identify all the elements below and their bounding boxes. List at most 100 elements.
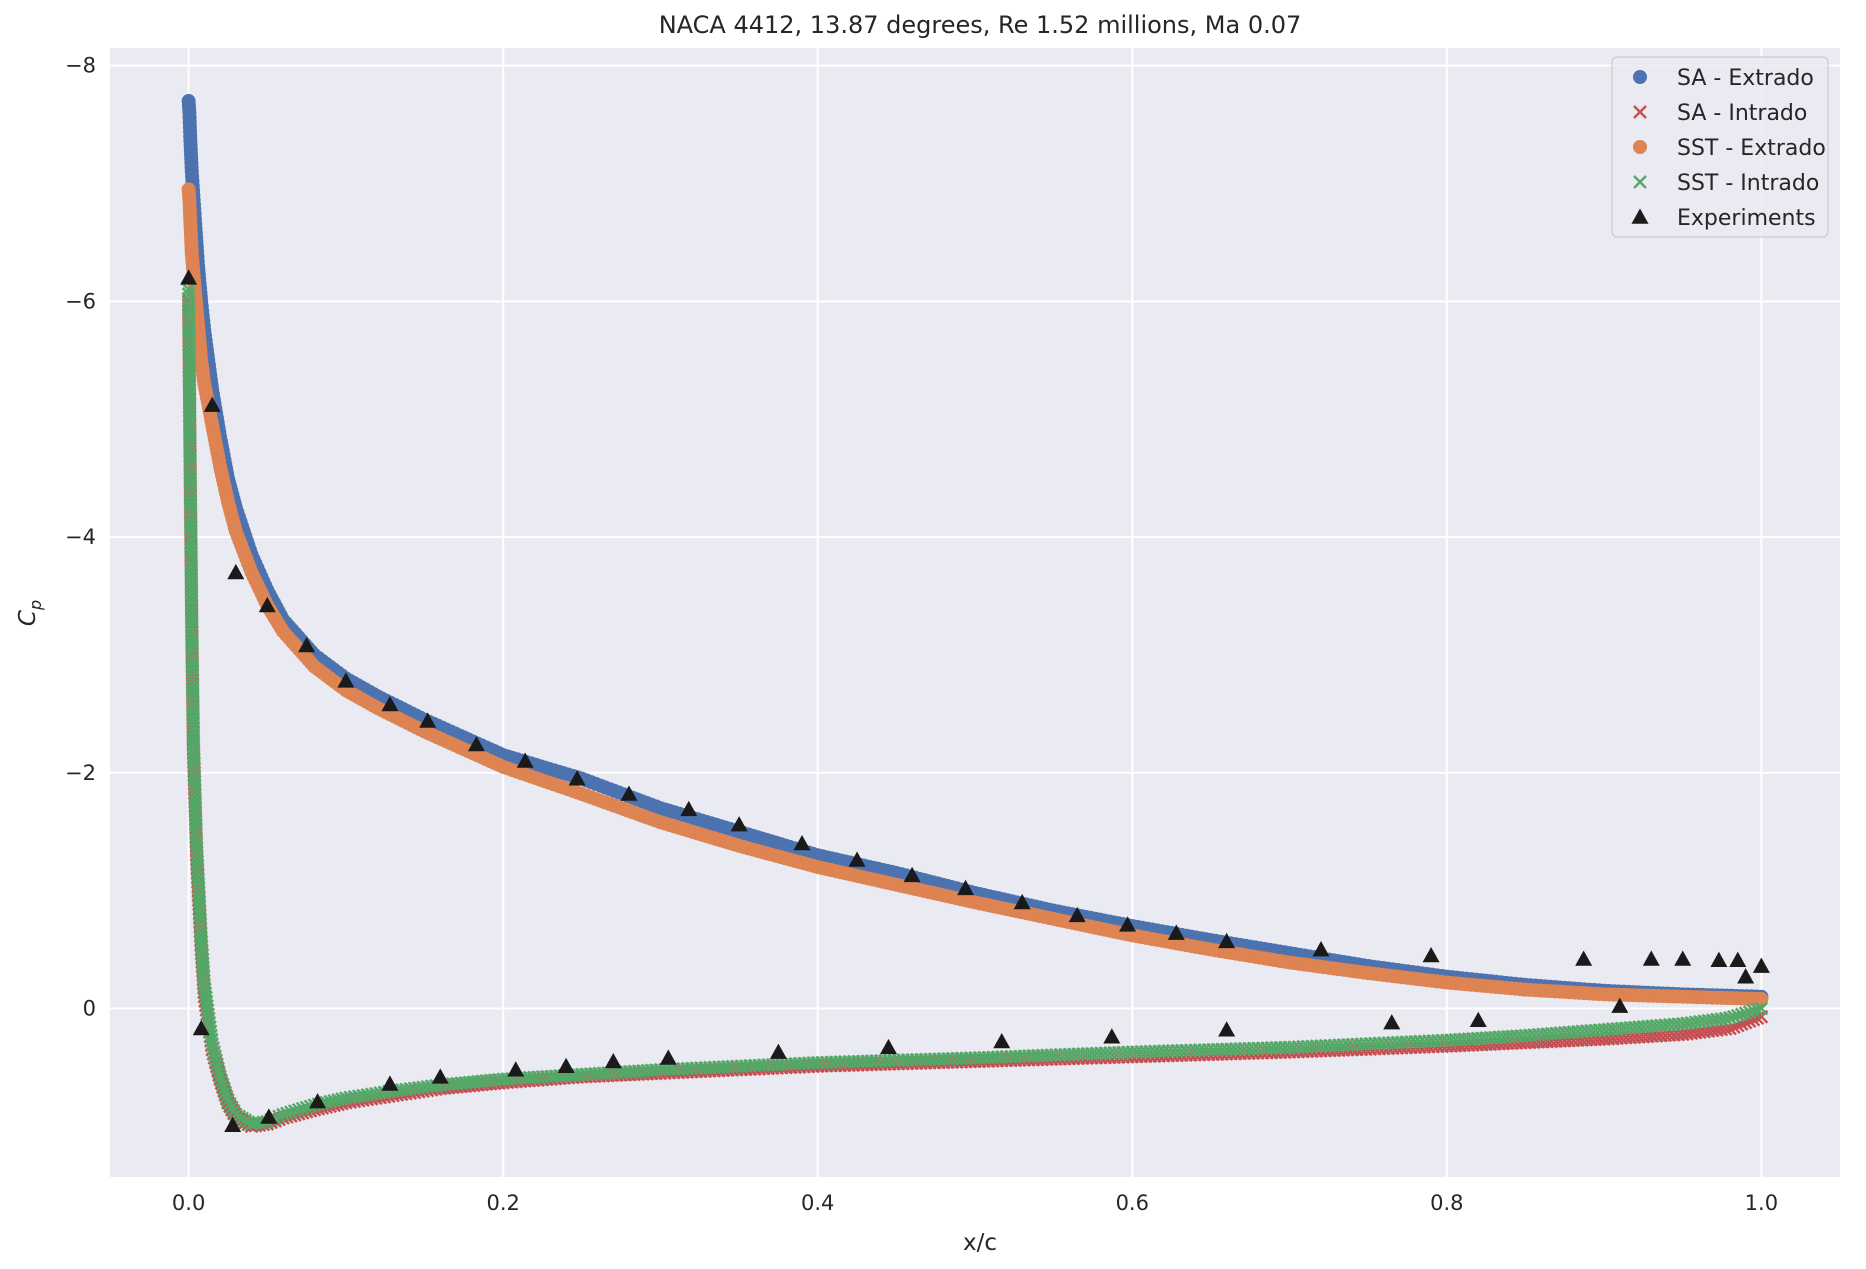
data-point	[1103, 1028, 1121, 1044]
data-point	[218, 1085, 233, 1100]
data-point	[659, 1049, 677, 1065]
data-point	[1013, 893, 1031, 910]
data-point	[180, 269, 198, 285]
data-point	[1723, 1011, 1737, 1025]
x-axis-ticks: 0.0 0.2 0.4 0.6 0.8 1.0	[172, 1191, 1778, 1215]
data-point	[1642, 950, 1660, 966]
legend-marker	[1633, 105, 1647, 119]
data-point	[219, 1089, 234, 1104]
y-tick-label: 0	[83, 996, 96, 1020]
data-point	[291, 1102, 306, 1117]
data-point	[620, 785, 638, 801]
y-axis-label: Cp	[15, 600, 45, 626]
series-sst-extrado	[181, 182, 1769, 1007]
data-point	[206, 1041, 221, 1055]
legend-item: SST - Extrado	[1633, 136, 1826, 161]
data-point	[209, 1053, 224, 1068]
data-point	[568, 770, 586, 786]
data-point	[287, 1104, 302, 1118]
x-tick-label: 0.4	[801, 1191, 834, 1215]
legend-marker	[1633, 70, 1647, 84]
data-point	[214, 1073, 229, 1088]
data-point	[1611, 997, 1629, 1013]
data-point	[1730, 1008, 1745, 1023]
data-point	[1742, 1005, 1757, 1019]
legend-label: SA - Intrado	[1677, 101, 1807, 126]
data-point	[1734, 1007, 1749, 1022]
data-point	[730, 816, 748, 832]
x-axis-label: x/c	[963, 1230, 997, 1256]
data-point	[993, 1032, 1011, 1049]
legend-marker	[1633, 140, 1647, 154]
grid	[110, 48, 1840, 1177]
y-tick-label: −6	[65, 289, 96, 313]
data-point	[880, 1038, 897, 1055]
data-point	[203, 396, 221, 412]
data-point	[299, 1100, 314, 1115]
x-tick-label: 0.0	[172, 1191, 205, 1215]
data-point	[284, 1105, 298, 1120]
data-point	[507, 1061, 525, 1077]
data-point	[1422, 946, 1440, 963]
data-point	[224, 1116, 242, 1132]
data-point	[295, 1101, 310, 1116]
legend-box	[1611, 56, 1829, 238]
data-point	[1746, 1003, 1761, 1018]
data-point	[557, 1057, 575, 1074]
y-tick-label: −4	[65, 525, 96, 549]
data-point	[211, 1061, 225, 1076]
legend-marker	[1633, 175, 1647, 189]
data-point	[1469, 1011, 1487, 1028]
data-point	[1737, 968, 1755, 984]
data-point	[1218, 1021, 1236, 1037]
data-point	[1738, 1006, 1753, 1021]
data-point	[276, 1107, 290, 1122]
data-point	[212, 1065, 226, 1080]
x-tick-label: 0.8	[1430, 1191, 1463, 1215]
data-point	[1726, 1009, 1741, 1024]
data-point	[1575, 950, 1593, 966]
data-point	[467, 735, 485, 752]
y-tick-label: −8	[65, 54, 96, 78]
data-point	[213, 1069, 227, 1084]
data-point	[848, 851, 866, 867]
data-point	[419, 712, 437, 728]
data-point	[431, 1068, 449, 1084]
data-point	[1750, 1002, 1765, 1017]
data-point	[680, 800, 698, 817]
data-point	[217, 1081, 231, 1096]
data-point	[192, 1020, 210, 1036]
legend-item: SST - Intrado	[1633, 171, 1819, 196]
data-point	[309, 1093, 327, 1109]
legend-label: SA - Extrado	[1677, 66, 1814, 91]
data-point	[215, 1077, 230, 1092]
legend-label: Experiments	[1677, 206, 1816, 231]
legend: SA - Extrado SA - Intrado SST - Extrado SST…	[1611, 56, 1829, 238]
legend-marker	[1631, 208, 1649, 224]
data-point	[381, 695, 399, 712]
data-point	[1710, 951, 1728, 967]
legend-item: SA - Extrado	[1633, 66, 1814, 91]
data-point	[1752, 957, 1770, 973]
data-point	[1754, 992, 1769, 1007]
data-point	[208, 1049, 223, 1064]
chart-title: NACA 4412, 13.87 degrees, Re 1.52 millio…	[659, 11, 1302, 39]
data-point	[1218, 932, 1236, 949]
data-point	[1729, 951, 1747, 967]
data-point	[1754, 1001, 1769, 1016]
data-point	[210, 1057, 224, 1072]
data-point	[1312, 941, 1330, 957]
data-point	[205, 1036, 220, 1051]
data-point	[1674, 950, 1692, 966]
data-point	[604, 1053, 622, 1069]
y-tick-label: −2	[65, 761, 96, 785]
y-axis-ticks: −8 −6 −4 −2 0	[65, 54, 96, 1021]
data-point	[516, 752, 534, 768]
data-point	[1119, 916, 1137, 932]
x-tick-label: 0.6	[1116, 1191, 1149, 1215]
data-point	[1068, 906, 1086, 923]
data-point	[903, 866, 921, 883]
legend-label: SST - Intrado	[1677, 171, 1819, 196]
data-point	[957, 879, 975, 896]
